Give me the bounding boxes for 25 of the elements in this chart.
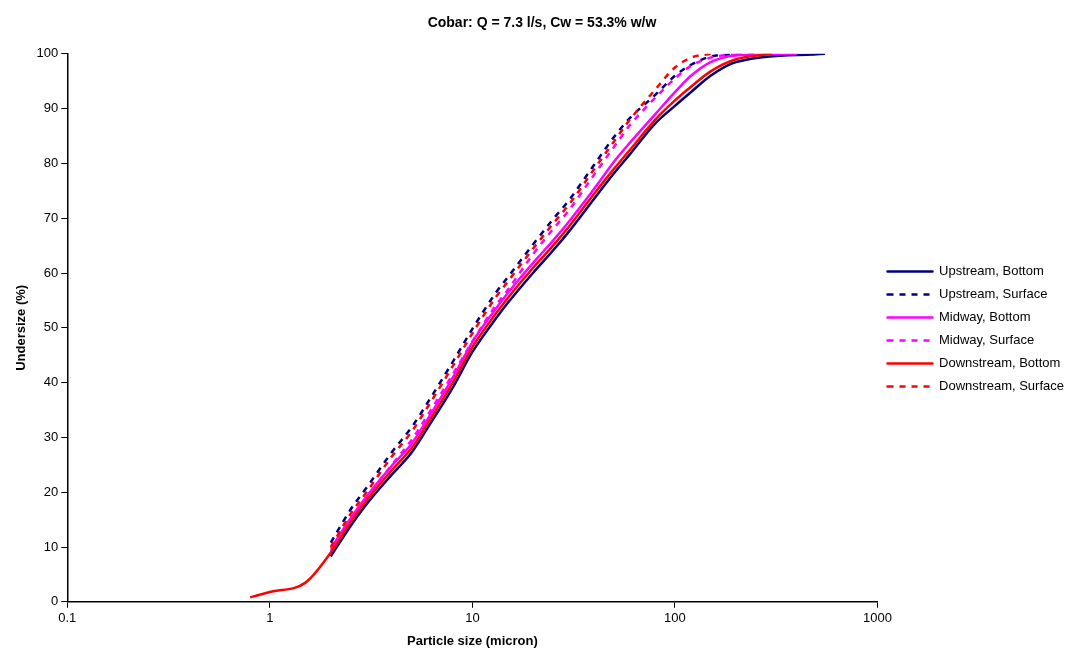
y-tick-label: 70: [43, 209, 59, 225]
x-axis-title: Particle size (micron): [407, 632, 538, 648]
x-tick-label: 10: [465, 610, 480, 626]
y-tick-label: 100: [36, 45, 59, 61]
x-tick-label: 100: [664, 610, 686, 626]
y-tick-label: 60: [43, 264, 59, 280]
y-tick-label: 90: [43, 100, 59, 116]
legend-label: Downstream, Surface: [939, 378, 1065, 394]
y-axis-title: Undersize (%): [13, 284, 29, 371]
x-tick-label: 0.1: [58, 610, 77, 626]
y-tick-label: 80: [43, 154, 59, 170]
y-tick-label: 50: [43, 319, 59, 335]
legend-label: Downstream, Bottom: [939, 355, 1061, 371]
legend-label: Upstream, Bottom: [939, 263, 1044, 279]
x-tick-label: 1000: [863, 610, 892, 626]
legend-label: Upstream, Surface: [939, 286, 1048, 302]
y-tick-label: 20: [43, 483, 59, 499]
x-tick-label: 1: [266, 610, 274, 626]
y-tick-label: 30: [43, 428, 59, 444]
y-tick-label: 10: [43, 538, 59, 554]
y-tick-label: 40: [43, 374, 59, 390]
legend-label: Midway, Surface: [939, 332, 1035, 348]
legend-label: Midway, Bottom: [939, 309, 1031, 325]
chart-title: Cobar: Q = 7.3 l/s, Cw = 53.3% w/w: [427, 14, 657, 31]
y-tick-label: 0: [51, 593, 59, 609]
